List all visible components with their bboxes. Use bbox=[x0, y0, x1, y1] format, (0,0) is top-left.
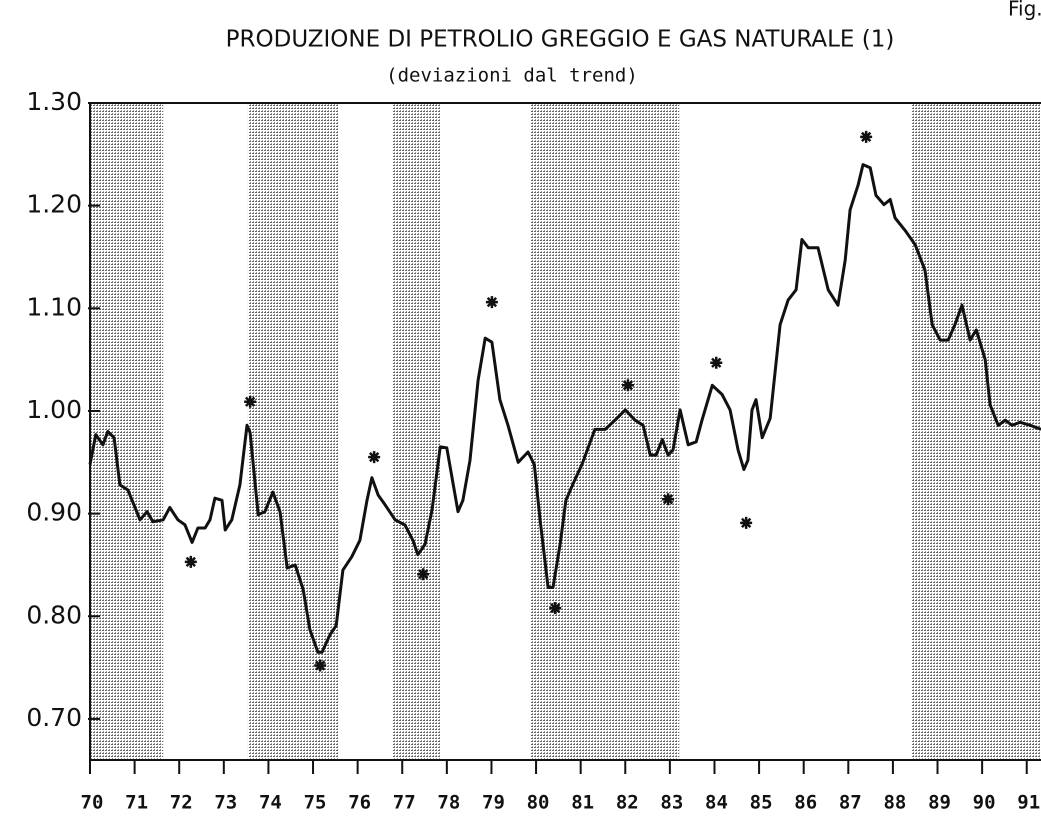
x-tick-label: 75 bbox=[304, 792, 327, 814]
x-tick-label: 85 bbox=[750, 792, 773, 814]
shaded-period bbox=[90, 103, 164, 760]
x-tick-label: 91 bbox=[1017, 792, 1040, 814]
turning-point bbox=[485, 296, 498, 309]
turning-point bbox=[740, 516, 753, 529]
x-tick-label: 88 bbox=[883, 792, 906, 814]
annotation: Fig. bbox=[1008, 0, 1041, 21]
x-tick-label: 71 bbox=[125, 792, 148, 814]
turning-point bbox=[368, 451, 381, 464]
shaded-period bbox=[912, 103, 1041, 760]
chart-title: PRODUZIONE DI PETROLIO GREGGIO E GAS NAT… bbox=[226, 27, 895, 53]
chart-subtitle: (deviazioni dal trend) bbox=[386, 65, 638, 87]
y-tick-label: 0.80 bbox=[26, 600, 82, 629]
x-tick-label: 77 bbox=[393, 792, 416, 814]
turning-point bbox=[860, 130, 873, 143]
turning-point bbox=[244, 395, 257, 408]
x-tick-label: 89 bbox=[928, 792, 951, 814]
y-tick-label: 0.90 bbox=[26, 498, 82, 527]
x-tick-label: 90 bbox=[973, 792, 996, 814]
x-tick-label: 76 bbox=[348, 792, 371, 814]
y-tick-label: 1.30 bbox=[26, 87, 82, 116]
shaded-period bbox=[530, 103, 680, 760]
x-tick-label: 80 bbox=[527, 792, 550, 814]
data-line bbox=[88, 163, 1041, 654]
turning-point bbox=[417, 568, 430, 581]
x-tick-label: 72 bbox=[170, 792, 193, 814]
y-tick-label: 0.70 bbox=[26, 703, 82, 732]
turning-point bbox=[314, 659, 327, 672]
turning-point bbox=[184, 555, 197, 568]
x-tick-label: 70 bbox=[81, 792, 104, 814]
x-tick-label: 79 bbox=[482, 792, 505, 814]
y-tick-label: 1.20 bbox=[26, 190, 82, 219]
turning-point bbox=[662, 493, 675, 506]
x-tick-label: 78 bbox=[437, 792, 460, 814]
shaded-period bbox=[392, 103, 441, 760]
x-tick-label: 74 bbox=[259, 792, 282, 814]
x-tick-label: 87 bbox=[839, 792, 862, 814]
y-tick-label: 1.10 bbox=[26, 292, 82, 321]
x-tick-label: 82 bbox=[616, 792, 639, 814]
x-tick-label: 83 bbox=[660, 792, 683, 814]
x-tick-label: 84 bbox=[705, 792, 728, 814]
turning-point bbox=[549, 602, 562, 615]
y-tick-label: 1.00 bbox=[26, 395, 82, 424]
turning-point bbox=[710, 356, 723, 369]
x-tick-label: 73 bbox=[214, 792, 237, 814]
x-tick-label: 86 bbox=[794, 792, 817, 814]
x-tick-label: 81 bbox=[571, 792, 594, 814]
turning-point bbox=[621, 379, 634, 392]
